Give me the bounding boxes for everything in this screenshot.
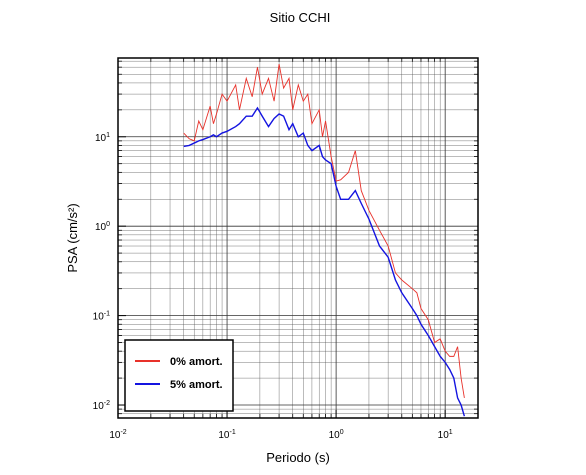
legend-label: 5% amort. — [170, 379, 223, 391]
series-line — [183, 63, 465, 399]
tick-label: 101 — [95, 132, 110, 144]
tick-label: 10-2 — [93, 400, 110, 412]
tick-label: 10-1 — [93, 311, 110, 323]
series-line — [183, 106, 466, 417]
legend-box — [124, 339, 234, 412]
tick-label: 100 — [95, 221, 110, 233]
tick-label: 10-1 — [218, 429, 235, 441]
legend-label: 0% amort. — [170, 356, 223, 368]
plot-frame — [117, 57, 479, 419]
legend: 0% amort. 5% amort. — [124, 339, 234, 412]
tick-label: 101 — [438, 429, 453, 441]
x-axis-label: Periodo (s) — [266, 450, 330, 465]
tick-label: 100 — [329, 429, 344, 441]
y-axis-label: PSA (cm/s²) — [65, 203, 80, 272]
tick-label: 10-2 — [109, 429, 126, 441]
chart-title: Sitio CCHI — [270, 10, 331, 25]
